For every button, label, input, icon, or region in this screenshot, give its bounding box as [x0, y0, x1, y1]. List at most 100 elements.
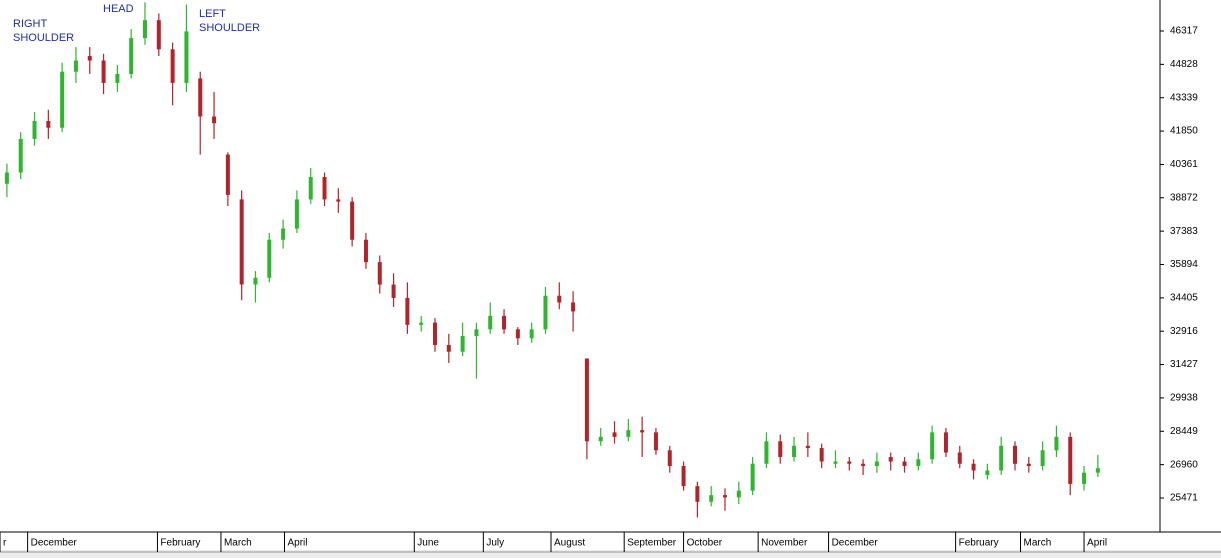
y-tick-label: 28449: [1170, 426, 1198, 437]
y-tick-label: 37383: [1170, 226, 1198, 237]
candle-body: [322, 176, 327, 200]
candle-body: [308, 176, 313, 200]
candle-body: [640, 430, 645, 433]
scroll-strip: [0, 550, 1221, 558]
candle-body: [916, 459, 921, 466]
y-tick-label: 41850: [1170, 126, 1198, 137]
x-tick-label: April: [287, 538, 307, 549]
y-tick-label: 26960: [1170, 459, 1198, 470]
x-tick-label: June: [417, 538, 439, 549]
candle-body: [419, 322, 424, 325]
x-tick-label: February: [160, 538, 200, 549]
x-tick-label: September: [627, 538, 677, 549]
candle-body: [60, 71, 65, 128]
candle-body: [212, 116, 217, 124]
candle-body: [571, 302, 576, 312]
x-tick-label: March: [1024, 538, 1052, 549]
candle-body: [474, 329, 479, 337]
candle-body: [709, 495, 714, 502]
x-tick-label: October: [687, 538, 723, 549]
candle-body: [736, 490, 741, 498]
candle-body: [971, 463, 976, 471]
candle-body: [101, 60, 106, 83]
candle-body: [336, 199, 341, 202]
candle-body: [377, 262, 382, 285]
x-tick-label: August: [554, 538, 585, 549]
candle-body: [861, 463, 866, 466]
candle-body: [902, 461, 907, 466]
candle-body: [999, 445, 1004, 471]
candle-body: [46, 120, 51, 128]
candle-body: [778, 441, 783, 458]
annotation: SHOULDER: [13, 32, 74, 44]
y-tick-label: 32916: [1170, 326, 1198, 337]
candle-body: [1054, 436, 1059, 451]
candle-body: [888, 457, 893, 462]
candle-body: [253, 277, 258, 285]
candle-body: [281, 228, 286, 240]
candle-body: [557, 295, 562, 303]
y-tick-label: 35894: [1170, 259, 1198, 270]
candle-body: [391, 284, 396, 298]
candle-body: [874, 461, 879, 466]
x-tick-label: December: [832, 538, 879, 549]
y-tick-label: 29938: [1170, 393, 1198, 404]
annotation: RIGHT: [13, 18, 48, 30]
y-tick-label: 44828: [1170, 59, 1198, 70]
candle-body: [695, 486, 700, 502]
x-tick-label: December: [31, 538, 78, 549]
candle-body: [460, 336, 465, 352]
candle-body: [350, 201, 355, 240]
candle-body: [433, 322, 437, 346]
candle-body: [129, 38, 134, 74]
candle-body: [515, 329, 520, 339]
candle-body: [943, 432, 948, 453]
candle-body: [529, 329, 534, 339]
candle-body: [805, 445, 810, 449]
candle-body: [4, 172, 9, 184]
candle-body: [653, 432, 658, 451]
x-tick-label: July: [486, 538, 504, 549]
candle-body: [543, 295, 548, 330]
candle-body: [612, 432, 617, 437]
candle-body: [750, 463, 755, 491]
candle-body: [833, 461, 838, 464]
candle-body: [170, 49, 175, 83]
candle-body: [819, 448, 824, 462]
candle-body: [584, 358, 589, 442]
candle-body: [446, 345, 451, 352]
candle-body: [930, 432, 935, 460]
candle-body: [156, 20, 161, 50]
candle-body: [198, 78, 203, 117]
candle-body: [847, 461, 852, 464]
candle-body: [267, 239, 272, 278]
candle-body: [115, 73, 120, 83]
candle-body: [32, 120, 37, 139]
candle-body: [723, 495, 727, 498]
candle-body: [1013, 445, 1017, 464]
candle-body: [792, 445, 797, 458]
candle-body: [405, 297, 410, 325]
x-tick-label: r: [3, 538, 7, 549]
candle-body: [18, 138, 23, 173]
y-tick-label: 43339: [1170, 92, 1198, 103]
annotation: HEAD: [103, 3, 134, 15]
candle-body: [681, 465, 686, 487]
annotation: SHOULDER: [199, 22, 260, 34]
y-tick-label: 40361: [1170, 159, 1198, 170]
x-tick-label: April: [1087, 538, 1107, 549]
y-tick-label: 31427: [1170, 359, 1198, 370]
annotation: LEFT: [199, 8, 226, 20]
y-tick-label: 25471: [1170, 493, 1198, 504]
y-tick-label: 46317: [1170, 26, 1198, 37]
candle-body: [239, 199, 244, 285]
candle-body: [1068, 436, 1073, 484]
candle-body: [502, 315, 507, 330]
x-tick-label: March: [224, 538, 252, 549]
y-tick-label: 34405: [1170, 292, 1198, 303]
candle-body: [1026, 463, 1031, 466]
candle-body: [985, 470, 990, 475]
y-tick-label: 38872: [1170, 192, 1198, 203]
candle-body: [363, 239, 368, 263]
